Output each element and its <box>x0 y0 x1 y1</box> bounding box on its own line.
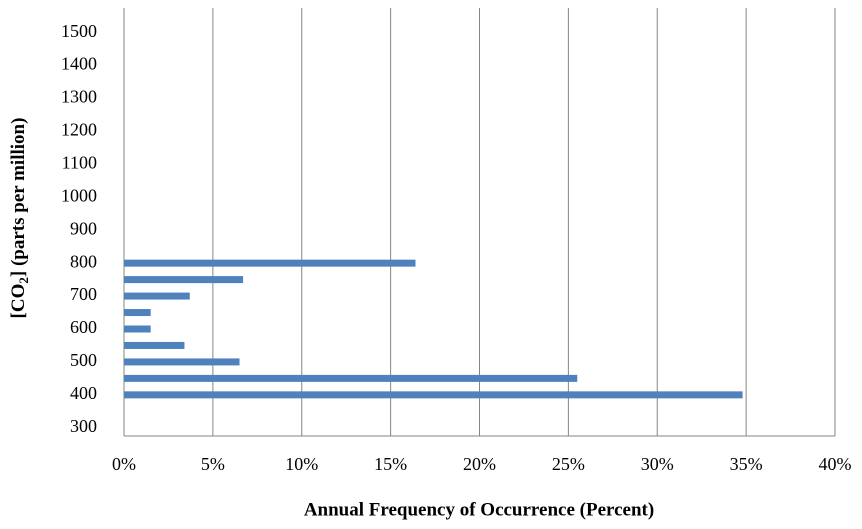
x-tick-label: 15% <box>374 454 407 474</box>
y-tick-label: 800 <box>70 251 97 271</box>
x-tick-label: 10% <box>285 454 318 474</box>
y-tick-label: 1200 <box>61 120 97 140</box>
x-tick-label: 20% <box>463 454 496 474</box>
y-axis-title-part: ] (parts per million) <box>8 118 29 278</box>
bar <box>124 358 240 366</box>
x-tick-label: 0% <box>112 454 136 474</box>
x-axis-title: Annual Frequency of Occurrence (Percent) <box>304 499 654 520</box>
bar <box>124 259 416 267</box>
bar <box>124 374 578 382</box>
y-tick-label: 1500 <box>61 21 97 41</box>
y-tick-label: 1000 <box>61 185 97 205</box>
bar <box>124 325 151 333</box>
y-tick-label: 1400 <box>61 54 97 74</box>
bar <box>124 341 185 349</box>
y-tick-label: 1300 <box>61 87 97 107</box>
y-tick-label: 700 <box>70 284 97 304</box>
y-tick-label: 600 <box>70 317 97 337</box>
bar <box>124 276 244 284</box>
y-tick-label: 1100 <box>62 153 97 173</box>
y-tick-label: 500 <box>70 350 97 370</box>
y-axis-title: [CO2] (parts per million) <box>8 118 31 319</box>
bar <box>124 391 743 399</box>
y-axis-title-part: [CO <box>8 284 29 319</box>
x-tick-label: 5% <box>201 454 225 474</box>
y-axis-title-sub: 2 <box>16 277 31 284</box>
bar <box>124 292 190 300</box>
y-tick-label: 400 <box>70 383 97 403</box>
y-tick-label: 300 <box>70 416 97 436</box>
bar <box>124 309 151 317</box>
x-tick-label: 30% <box>641 454 674 474</box>
x-tick-label: 25% <box>552 454 585 474</box>
x-tick-label: 40% <box>819 454 852 474</box>
y-tick-label: 900 <box>70 218 97 238</box>
x-tick-label: 35% <box>730 454 763 474</box>
